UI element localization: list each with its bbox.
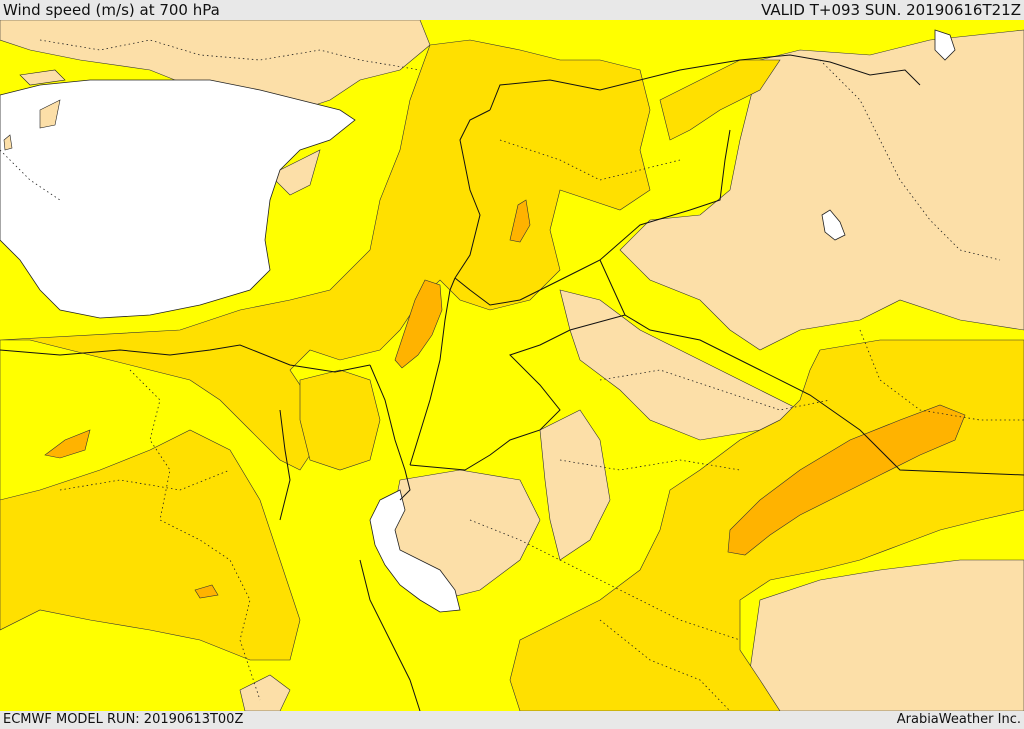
sea-areas — [0, 29, 956, 613]
wind-speed-map — [0, 20, 1024, 711]
red-sea-north — [369, 489, 461, 613]
mediterranean-sea — [0, 79, 356, 319]
credit: ArabiaWeather Inc. — [896, 712, 1021, 727]
high-wind-regions — [44, 199, 966, 599]
country-borders — [0, 54, 1024, 711]
map-title: Wind speed (m/s) at 700 hPa — [3, 1, 220, 19]
valid-time: VALID T+093 SUN. 20190616T21Z — [761, 1, 1021, 19]
lake-north — [934, 29, 956, 61]
model-run: ECMWF MODEL RUN: 20190613T00Z — [3, 712, 244, 727]
coastline-details — [3, 69, 66, 151]
lake — [821, 209, 846, 241]
low-wind-regions — [0, 20, 1024, 711]
map-header: Wind speed (m/s) at 700 hPa VALID T+093 … — [0, 0, 1024, 20]
region-boundaries — [0, 39, 1024, 711]
map-footer: ECMWF MODEL RUN: 20190613T00Z ArabiaWeat… — [0, 711, 1024, 729]
